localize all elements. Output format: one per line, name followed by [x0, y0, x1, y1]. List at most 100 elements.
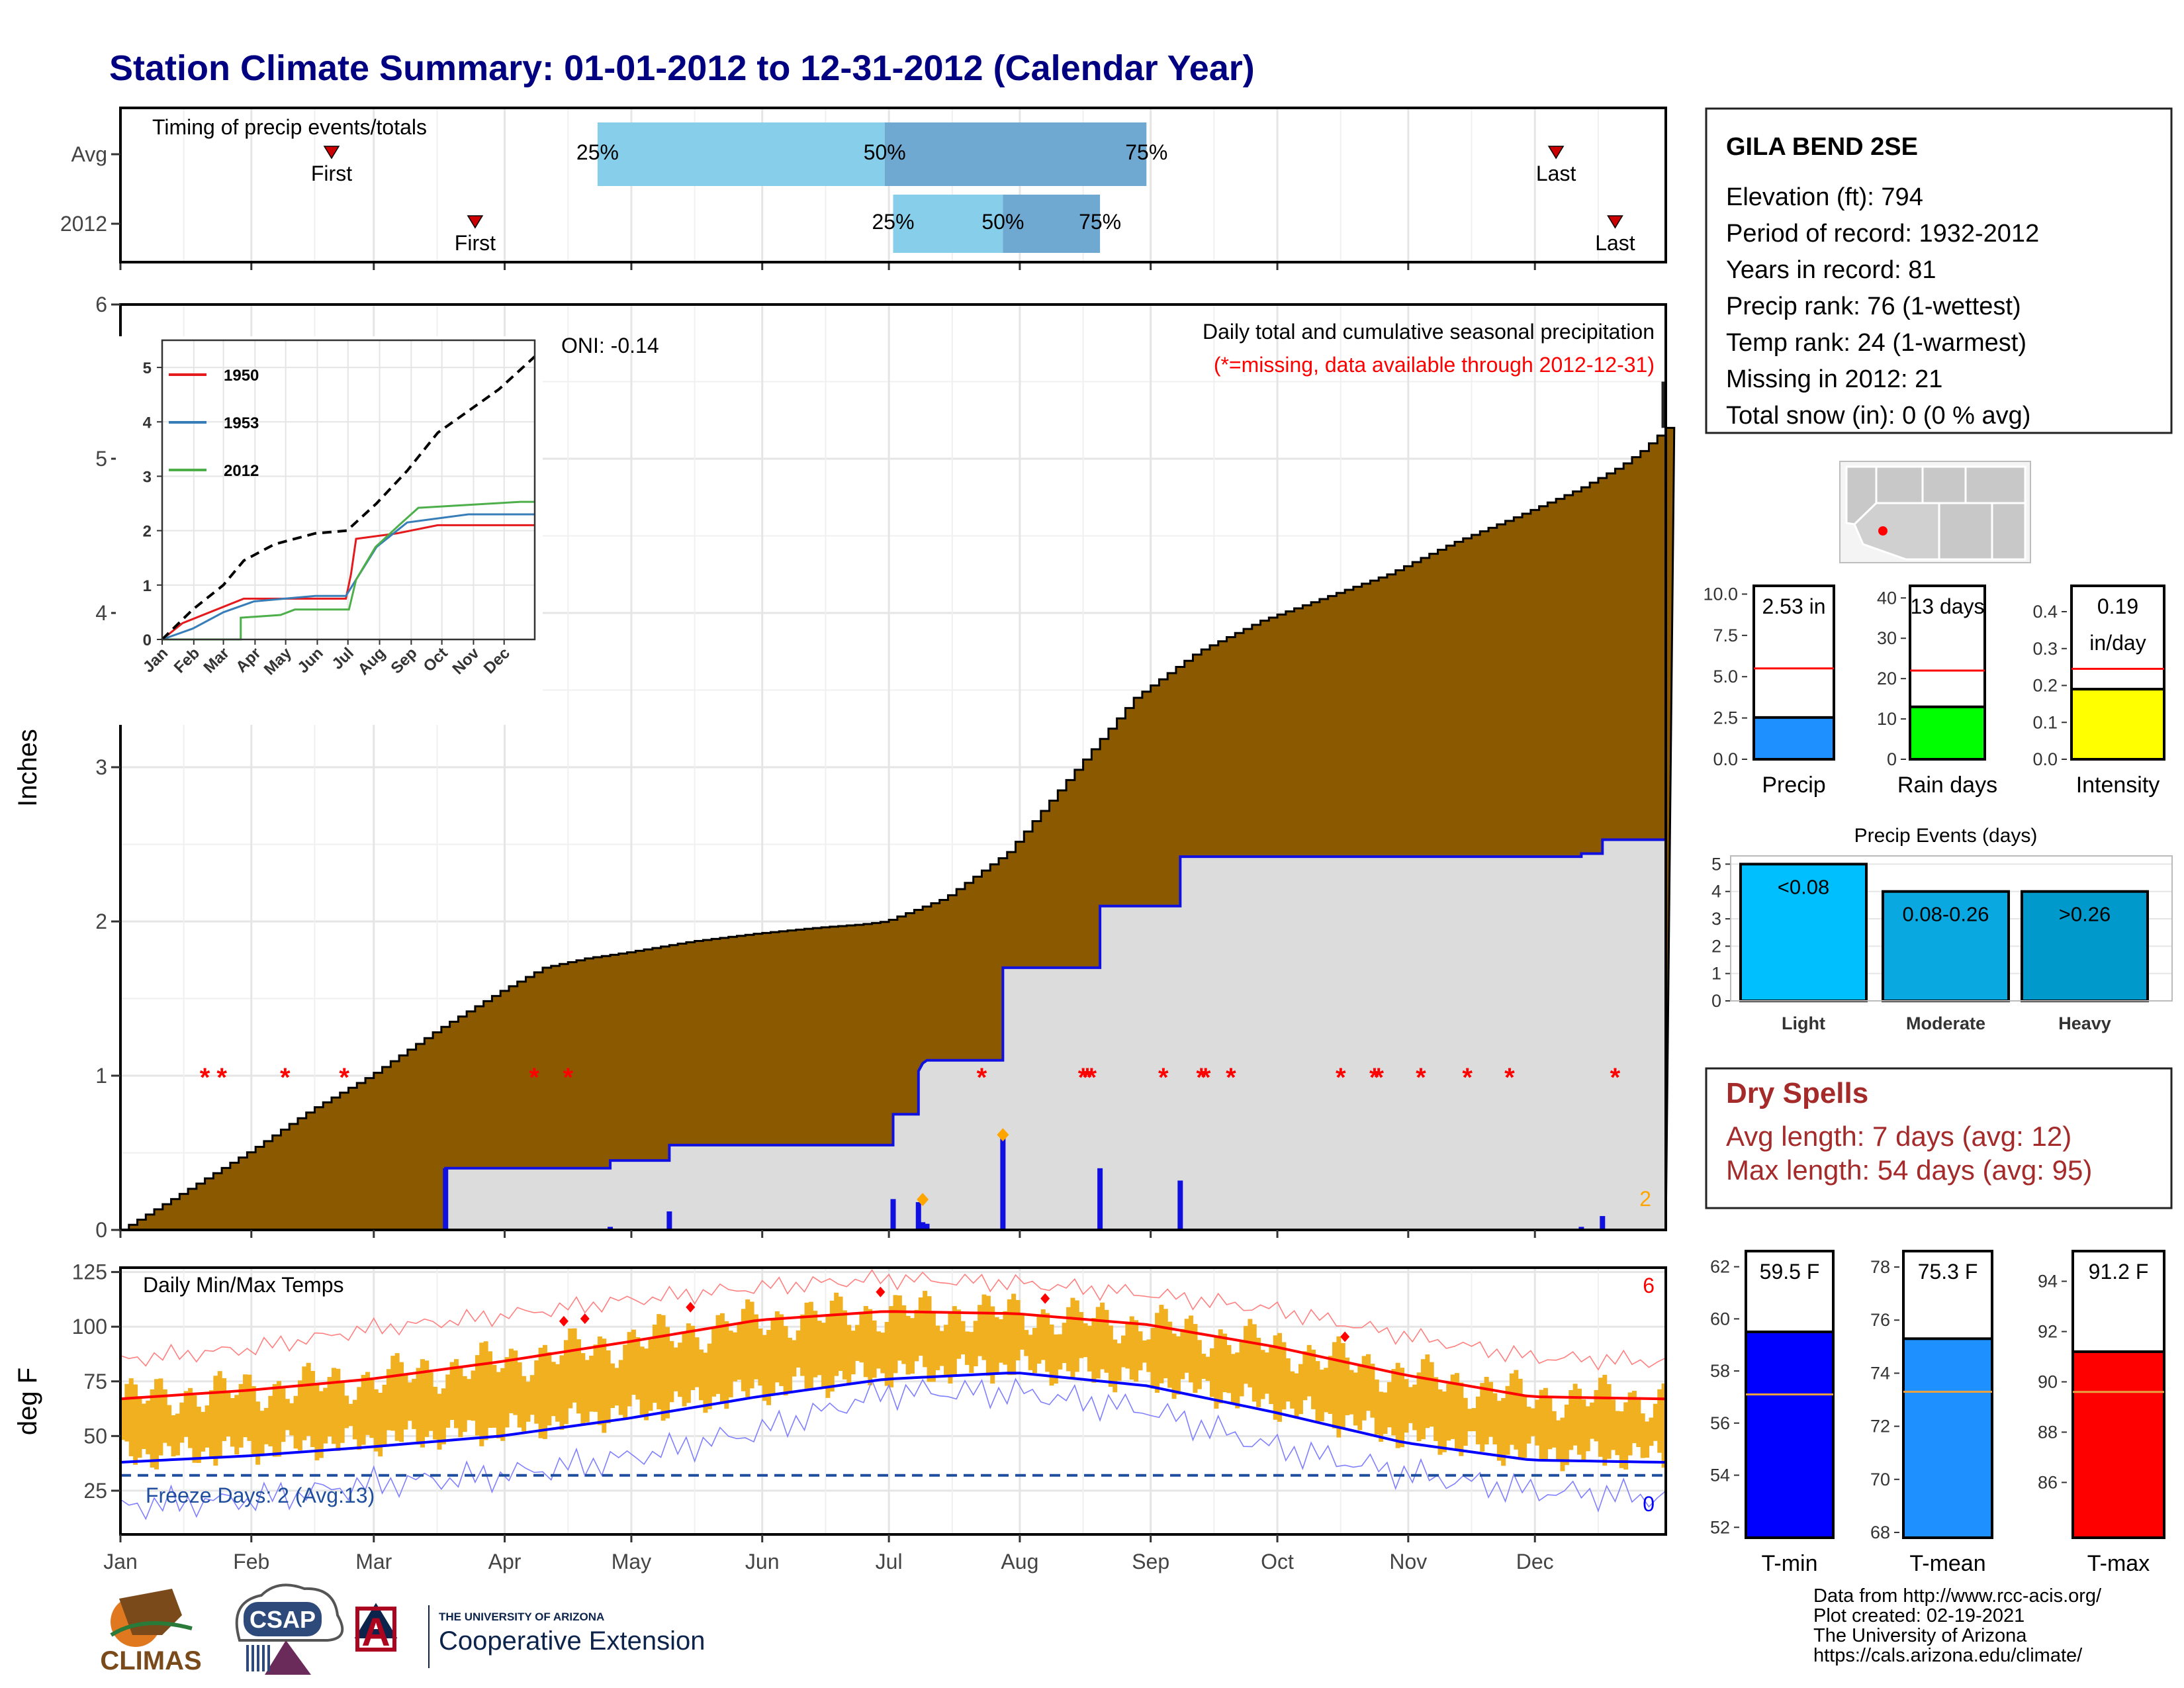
daily-temp-bar: [568, 1328, 573, 1409]
daily-temp-bar: [1551, 1411, 1557, 1448]
daily-temp-bar: [969, 1332, 974, 1374]
extreme-precip-marker: [917, 1193, 929, 1207]
daily-temp-bar: [990, 1306, 995, 1384]
daily-temp-bar: [454, 1359, 459, 1429]
daily-temp-bar: [733, 1332, 738, 1382]
daily-temp-bar: [1349, 1370, 1354, 1415]
timing-bar-Avg-lower: [597, 122, 885, 186]
tmax-small-frame: [2071, 1250, 2165, 1539]
dry-spells-title: Dry Spells: [1726, 1077, 1868, 1109]
timing-last-marker-2012: [1607, 215, 1623, 229]
missing-day-marker: *: [1610, 1063, 1621, 1092]
daily-temp-bar: [1142, 1340, 1147, 1363]
daily-temp-bar: [614, 1368, 619, 1406]
daily-temp-bar: [631, 1329, 636, 1395]
daily-temp-bar: [1383, 1392, 1388, 1434]
station-info-line: Temp rank: 24 (1-warmest): [1726, 329, 2026, 357]
daily-temp-bar: [1653, 1403, 1658, 1441]
daily-temp-bar: [1108, 1325, 1113, 1387]
daily-precip-bar: [443, 1168, 449, 1230]
daily-temp-bar: [1340, 1342, 1345, 1430]
daily-temp-bar: [1218, 1329, 1223, 1404]
daily-temp-bar: [1302, 1351, 1308, 1401]
daily-temp-bar: [437, 1393, 442, 1450]
temp-y-tick-label: 75: [83, 1370, 107, 1393]
daily-temp-bar: [1590, 1402, 1595, 1439]
inset-y-tick-label: 1: [143, 577, 152, 595]
daily-temp-bar: [952, 1306, 957, 1376]
daily-temp-bar: [1611, 1399, 1616, 1450]
daily-temp-bar: [179, 1402, 185, 1443]
intensity-small-y-tick-label: 0.0: [2032, 749, 2058, 769]
station-name: GILA BEND 2SE: [1726, 133, 1918, 161]
extreme-count: 2: [1639, 1187, 1651, 1211]
rain-days-small-y-tick-label: 40: [1877, 588, 1897, 608]
daily-temp-bar: [1205, 1356, 1210, 1382]
tmax-small-y-tick-label: 92: [2038, 1322, 2058, 1342]
station-info-line: Missing in 2012: 21: [1726, 365, 1942, 393]
timing-panel-border: [119, 107, 1667, 263]
timing-first-marker-2012: [467, 215, 484, 229]
daily-temp-bar: [1446, 1383, 1451, 1441]
daily-temp-bar: [1606, 1383, 1612, 1459]
missing-day-marker: *: [1196, 1063, 1206, 1092]
month-tick-label: Jun: [745, 1550, 780, 1573]
csap-rain-stripe: [246, 1645, 249, 1671]
ua-logo-big-text: Cooperative Extension: [439, 1626, 705, 1656]
daily-temp-bar: [741, 1309, 746, 1391]
daily-temp-bar: [910, 1318, 915, 1374]
daily-temp-bar: [1374, 1380, 1379, 1435]
daily-temp-bar: [534, 1360, 539, 1424]
daily-temp-bar: [1408, 1387, 1413, 1423]
daily-temp-bar: [420, 1359, 425, 1448]
daily-temp-bar: [842, 1310, 847, 1380]
events-category-label: Heavy: [2058, 1013, 2111, 1033]
daily-precip-bar: [920, 1222, 926, 1230]
tmin-small-y-tick-label: 58: [1710, 1361, 1730, 1381]
month-tick-label: Oct: [1261, 1550, 1294, 1573]
daily-temp-bar: [547, 1352, 552, 1426]
timing-bar-2012-lower: [893, 195, 1003, 253]
precip-small-y-tick-label: 7.5: [1713, 626, 1738, 645]
daily-temp-bar: [1455, 1373, 1459, 1450]
month-tick-label: Feb: [233, 1550, 269, 1573]
daily-temp-bar: [1239, 1340, 1244, 1397]
daily-temp-bar: [399, 1362, 404, 1442]
daily-temp-bar: [496, 1372, 501, 1438]
daily-temp-bar: [1146, 1339, 1152, 1372]
inset-series-line-1953: [161, 513, 535, 641]
daily-temp-bar: [660, 1315, 666, 1421]
intensity-small-y-tick-label: 0.3: [2032, 639, 2058, 659]
timing-first-label-Avg: First: [311, 162, 352, 185]
daily-temp-bar: [559, 1355, 565, 1430]
precip-y-tick-label: 4: [95, 601, 107, 625]
daily-temp-bar: [1197, 1340, 1202, 1389]
rain-days-small-value-label: 13 days: [1910, 594, 1984, 618]
intensity-small-y-tick-label: 0.2: [2032, 676, 2058, 696]
daily-temp-bar: [804, 1302, 809, 1389]
daily-temp-bar: [694, 1337, 700, 1387]
daily-temp-bar: [167, 1405, 172, 1446]
daily-temp-bar: [1121, 1335, 1126, 1368]
timing-row-label: 2012: [60, 212, 107, 236]
daily-temp-bar: [1429, 1362, 1434, 1427]
daily-temp-bar: [217, 1371, 222, 1458]
daily-temp-bar: [639, 1346, 645, 1415]
daily-temp-bar: [1113, 1339, 1118, 1393]
daily-temp-bar: [390, 1356, 396, 1431]
daily-temp-bar: [1640, 1413, 1645, 1458]
missing-day-marker: *: [1087, 1063, 1097, 1092]
daily-temp-bar: [1526, 1407, 1531, 1444]
daily-temp-bar: [1134, 1320, 1139, 1382]
daily-temp-bar: [1003, 1311, 1008, 1365]
daily-temp-bar: [1400, 1368, 1405, 1448]
daily-temp-bar: [500, 1368, 506, 1441]
daily-temp-bar: [175, 1413, 180, 1456]
precip-y-tick-label: 5: [95, 447, 107, 471]
daily-temp-bar: [846, 1325, 852, 1385]
tmean-small-y-tick-label: 76: [1870, 1310, 1890, 1330]
tmin-small-y-tick-label: 62: [1710, 1257, 1730, 1277]
rain-days-small-y-tick-label: 0: [1887, 749, 1897, 769]
missing-day-marker: *: [280, 1063, 291, 1092]
timing-first-marker-Avg: [323, 146, 340, 160]
